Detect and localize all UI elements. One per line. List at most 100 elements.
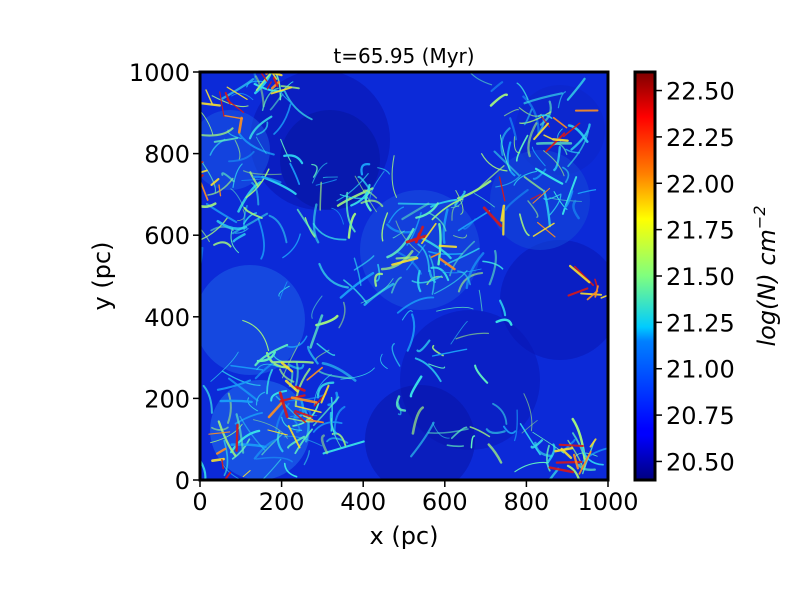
dense-core <box>219 91 225 117</box>
filament <box>532 431 565 454</box>
filament <box>245 168 270 199</box>
filament <box>377 167 391 175</box>
filament <box>232 233 246 243</box>
filament <box>292 402 320 427</box>
filament <box>256 363 279 371</box>
filament <box>220 78 255 101</box>
colorbar-tick-label: 21.25 <box>666 309 735 337</box>
dense-core <box>278 391 289 419</box>
filament <box>243 206 263 219</box>
dense-core <box>543 134 554 141</box>
filament <box>213 241 232 248</box>
filament <box>469 426 491 438</box>
x-tick-label: 800 <box>503 488 549 516</box>
density-patch <box>200 265 305 375</box>
filament <box>455 190 464 215</box>
filament <box>223 439 229 477</box>
filament <box>286 435 306 449</box>
filament <box>255 136 267 155</box>
filament <box>307 345 319 365</box>
dense-core <box>293 411 307 424</box>
dense-core <box>272 76 279 88</box>
filament <box>522 95 540 134</box>
filament <box>442 208 449 244</box>
dense-core <box>532 222 555 237</box>
dense-core <box>287 425 301 449</box>
filament <box>395 395 407 412</box>
filament <box>292 417 301 433</box>
filament <box>315 179 337 186</box>
filament <box>375 263 381 282</box>
filament <box>504 188 529 211</box>
filament <box>561 176 578 215</box>
filament <box>428 250 463 256</box>
filament <box>532 168 547 180</box>
filament <box>294 428 314 455</box>
filament <box>200 217 228 241</box>
dense-core <box>530 193 542 200</box>
dense-core <box>200 101 221 107</box>
filament <box>238 132 275 156</box>
filament <box>456 270 472 286</box>
x-tick-label: 200 <box>259 488 305 516</box>
dense-core <box>208 431 231 435</box>
filament <box>303 450 310 466</box>
filament <box>514 461 549 473</box>
filament <box>213 137 239 143</box>
filament <box>416 339 431 353</box>
filament <box>446 444 464 448</box>
filament <box>360 278 394 304</box>
filament <box>495 318 513 326</box>
filament <box>274 72 282 101</box>
x-tick-label: 600 <box>422 488 468 516</box>
filament <box>253 72 257 86</box>
filament <box>252 175 282 184</box>
filament <box>330 418 342 449</box>
filament <box>506 141 516 177</box>
colorbar-tick-label: 22.50 <box>666 78 735 106</box>
y-tick-label: 200 <box>144 385 190 413</box>
filament <box>311 295 323 319</box>
filament <box>553 191 568 210</box>
filament <box>386 223 414 234</box>
x-tick-label: 1000 <box>577 488 638 516</box>
dense-core <box>306 366 323 381</box>
filament <box>322 176 338 179</box>
filament <box>395 220 420 254</box>
filament <box>582 441 595 475</box>
filament <box>331 207 344 225</box>
filament <box>519 111 552 124</box>
filament <box>312 203 320 244</box>
filament <box>255 456 293 463</box>
filament <box>410 421 435 458</box>
filament <box>302 407 310 443</box>
colorbar-tick-label: 21.50 <box>666 263 735 291</box>
dense-core <box>562 122 581 138</box>
x-axis: 0 200 400 600 800 1000 <box>192 480 639 516</box>
chart-title: t=65.95 (Myr) <box>333 44 474 68</box>
filament <box>230 188 245 209</box>
filament <box>513 170 538 186</box>
dense-core <box>267 401 284 419</box>
filament <box>339 194 368 199</box>
filament <box>280 85 300 90</box>
filament <box>432 422 450 439</box>
dense-core <box>294 385 306 392</box>
dense-core <box>200 169 208 174</box>
dense-core <box>237 116 243 134</box>
filament <box>248 115 273 140</box>
x-tick-label: 400 <box>340 488 386 516</box>
filament <box>266 369 273 395</box>
dense-core <box>548 466 574 474</box>
dense-core <box>218 184 222 197</box>
y-tick-label: 400 <box>144 304 190 332</box>
filament <box>527 122 538 158</box>
filament <box>444 247 480 266</box>
filament <box>270 389 288 402</box>
dense-core <box>223 471 232 480</box>
filament <box>527 200 539 218</box>
filament <box>499 299 507 317</box>
filament <box>290 414 318 418</box>
filament <box>239 415 266 451</box>
filament <box>343 279 368 304</box>
